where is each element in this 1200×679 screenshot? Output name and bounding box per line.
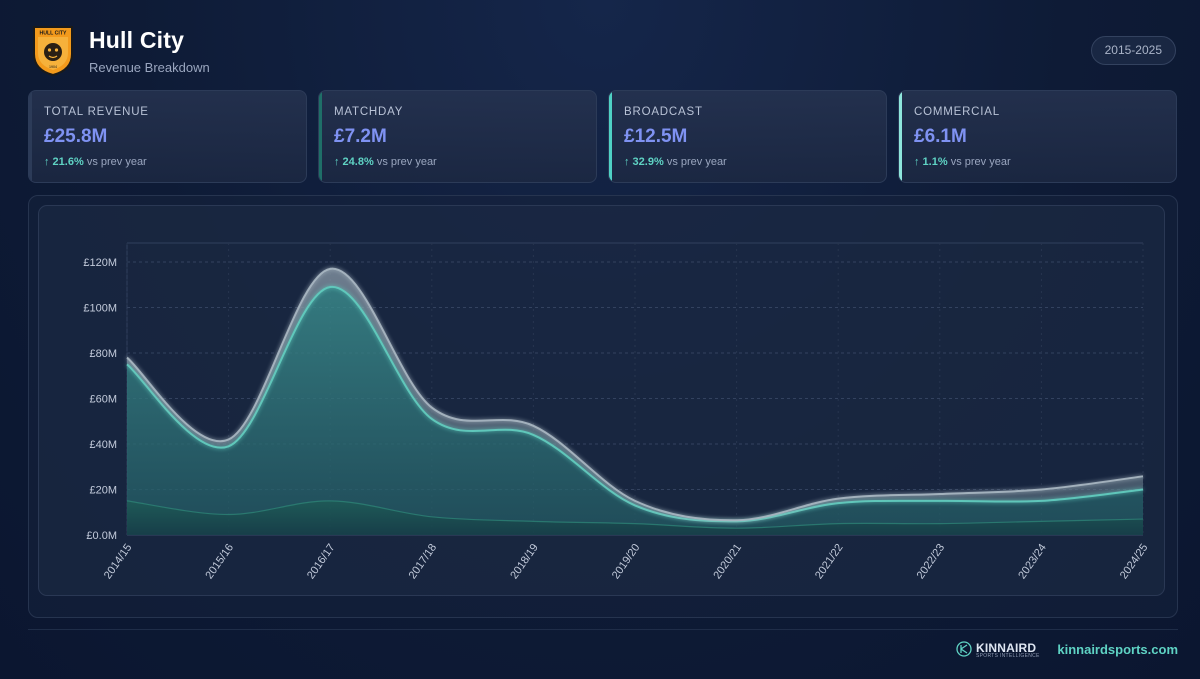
kpi-value: £6.1M bbox=[914, 126, 967, 147]
footer-brand[interactable]: KINNAIRD SPORTS INTELLIGENCE bbox=[956, 640, 1039, 662]
x-tick-label: 2017/18 bbox=[407, 542, 440, 581]
line-matchday bbox=[126, 267, 1144, 522]
kpi-label: MATCHDAY bbox=[334, 106, 404, 118]
website-link[interactable]: kinnairdsports.com bbox=[1057, 642, 1178, 657]
x-tick-label: 2022/23 bbox=[915, 542, 948, 581]
kpi-card-accent bbox=[899, 91, 902, 182]
kpi-change: ↑ 32.9% vs prev year bbox=[624, 156, 727, 168]
page-subtitle: Revenue Breakdown bbox=[89, 60, 210, 75]
y-tick-label: £60M bbox=[89, 394, 117, 406]
line-broadcast bbox=[126, 286, 1144, 523]
kinnaird-logo-icon bbox=[956, 641, 972, 657]
kpi-card-commercial: COMMERCIAL £6.1M ↑ 1.1% vs prev year bbox=[898, 90, 1177, 183]
x-tick-label: 2019/20 bbox=[610, 542, 643, 581]
x-tick-label: 2016/17 bbox=[305, 542, 338, 581]
kpi-change-suffix: vs prev year bbox=[666, 156, 727, 168]
x-tick-label: 2018/19 bbox=[508, 542, 541, 581]
x-tick-label: 2021/22 bbox=[813, 542, 846, 581]
kpi-change-value: ↑ 1.1% bbox=[914, 156, 948, 168]
kpi-change-suffix: vs prev year bbox=[950, 156, 1011, 168]
kpi-change: ↑ 1.1% vs prev year bbox=[914, 156, 1011, 168]
x-tick-label: 2015/16 bbox=[203, 542, 236, 581]
kpi-label: TOTAL REVENUE bbox=[44, 106, 149, 118]
chart-areas bbox=[127, 268, 1143, 535]
period-badge[interactable]: 2015-2025 bbox=[1090, 36, 1176, 65]
line-commercial bbox=[126, 500, 1144, 529]
x-tick-label: 2014/15 bbox=[102, 542, 135, 581]
kpi-card-accent bbox=[609, 91, 612, 182]
chart-lines bbox=[126, 267, 1144, 529]
brand-tagline: SPORTS INTELLIGENCE bbox=[976, 653, 1040, 659]
kpi-card-total-revenue: TOTAL REVENUE £25.8M ↑ 21.6% vs prev yea… bbox=[28, 90, 307, 183]
x-axis-ticks: 2014/15 2015/16 2016/17 2017/18 2018/19 2019/… bbox=[102, 542, 1151, 581]
kpi-label: COMMERCIAL bbox=[914, 106, 1000, 118]
crest-text-top: HULL CITY bbox=[40, 31, 68, 37]
kpi-card-accent bbox=[319, 91, 322, 182]
kpi-change: ↑ 24.8% vs prev year bbox=[334, 156, 437, 168]
header: HULL CITY 1904 Hull City Revenue Breakdo… bbox=[32, 22, 1176, 78]
x-tick-label: 2024/25 bbox=[1118, 542, 1151, 581]
club-name: Hull City bbox=[89, 27, 185, 53]
kpi-label: BROADCAST bbox=[624, 106, 703, 118]
y-tick-label: £40M bbox=[89, 439, 117, 451]
kpi-change-value: ↑ 21.6% bbox=[44, 156, 84, 168]
kpi-value: £12.5M bbox=[624, 126, 688, 147]
crest-text-bottom: 1904 bbox=[49, 65, 57, 69]
area-broadcast bbox=[127, 286, 1143, 529]
area-matchday bbox=[127, 268, 1143, 522]
kpi-card-accent bbox=[29, 91, 32, 182]
y-tick-label: £80M bbox=[89, 348, 117, 360]
brand-name: KINNAIRD bbox=[976, 641, 1037, 655]
footer-divider bbox=[28, 629, 1178, 630]
x-tick-label: 2023/24 bbox=[1016, 542, 1049, 581]
kpi-cards: TOTAL REVENUE £25.8M ↑ 21.6% vs prev yea… bbox=[28, 90, 1178, 183]
area-commercial bbox=[127, 500, 1143, 535]
revenue-area-chart: £0.0M£20M£40M£60M£80M£100M£120M 2014/15 2… bbox=[83, 242, 1151, 581]
kpi-change-value: ↑ 24.8% bbox=[334, 156, 374, 168]
kpi-change-suffix: vs prev year bbox=[376, 156, 437, 168]
club-crest-icon: HULL CITY 1904 bbox=[33, 26, 73, 76]
y-tick-label: £20M bbox=[89, 485, 117, 497]
y-tick-label: £120M bbox=[83, 257, 117, 269]
y-tick-label: £0.0M bbox=[86, 530, 117, 542]
kpi-change: ↑ 21.6% vs prev year bbox=[44, 156, 147, 168]
y-axis-ticks: £0.0M £20M £40M £60M £80M £100M £120M bbox=[83, 257, 117, 542]
kpi-card-broadcast: BROADCAST £12.5M ↑ 32.9% vs prev year bbox=[608, 90, 887, 183]
kpi-value: £7.2M bbox=[334, 126, 387, 147]
kpi-value: £25.8M bbox=[44, 126, 108, 147]
kpi-change-value: ↑ 32.9% bbox=[624, 156, 664, 168]
x-tick-label: 2020/21 bbox=[711, 542, 744, 581]
y-tick-label: £100M bbox=[83, 303, 117, 315]
kpi-card-matchday: MATCHDAY £7.2M ↑ 24.8% vs prev year bbox=[318, 90, 597, 183]
kpi-change-suffix: vs prev year bbox=[86, 156, 147, 168]
